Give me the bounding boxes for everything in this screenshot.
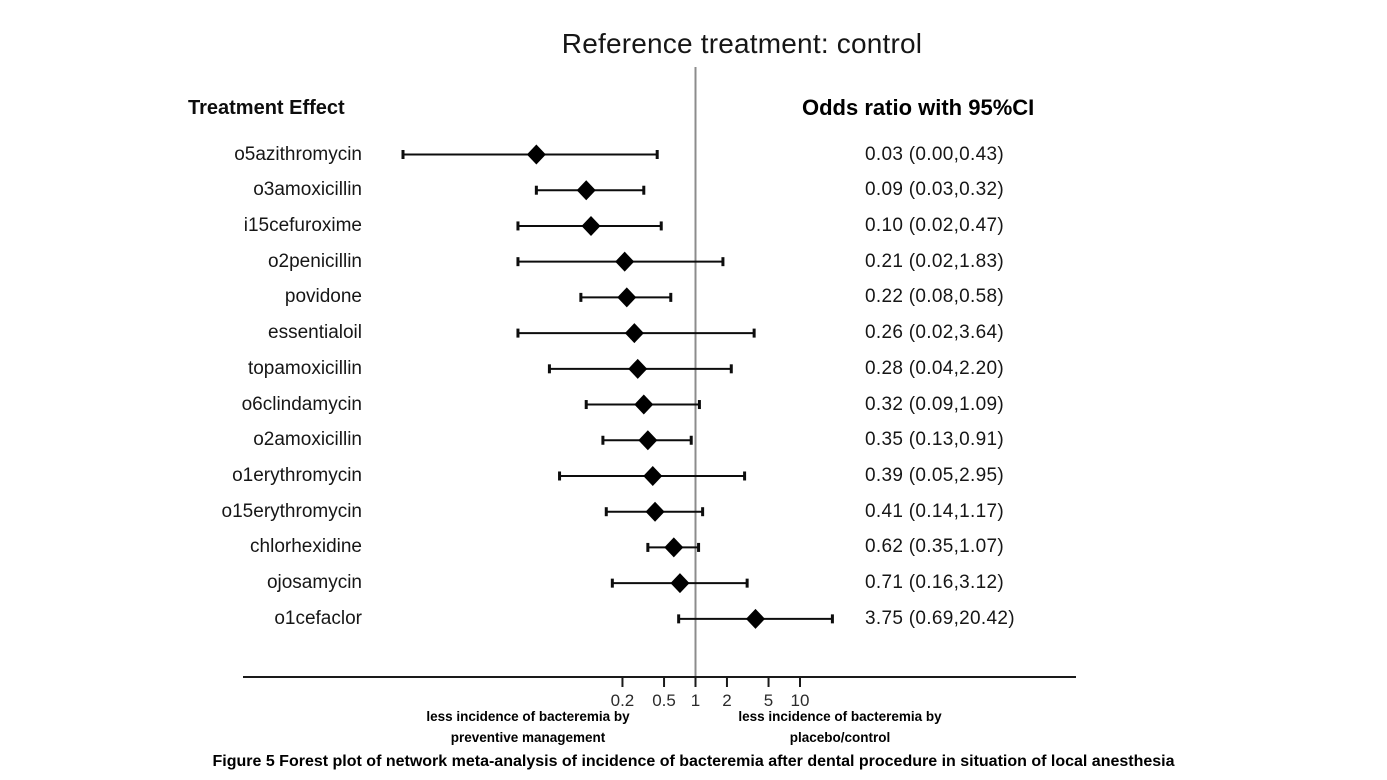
treatment-label: i15cefuroxime: [243, 214, 362, 236]
effect-diamond: [526, 144, 546, 165]
direction-note-right-line2: placebo/control: [789, 730, 891, 745]
ci-cap-low: [610, 578, 614, 588]
effect-diamond: [615, 251, 635, 272]
direction-note-left-line2: preventive management: [450, 730, 606, 745]
or-ci-value: 0.26 (0.02,3.64): [865, 322, 1004, 344]
or-ci-value: 0.22 (0.08,0.58): [865, 286, 1004, 308]
ci-cap-high: [729, 364, 733, 374]
ci-cap-low: [558, 471, 562, 481]
or-ci-value: 0.35 (0.13,0.91): [865, 429, 1004, 451]
x-tick-label: 0.2: [610, 691, 635, 710]
effect-diamond: [624, 323, 644, 344]
x-tick-label: 10: [790, 691, 810, 710]
or-ci-value: 0.32 (0.09,1.09): [865, 393, 1004, 415]
ci-cap-high: [745, 578, 749, 588]
ci-cap-low: [601, 435, 605, 445]
effect-diamond: [670, 573, 690, 594]
treatment-label: o2penicillin: [267, 250, 362, 272]
x-tick-label: 0.5: [652, 691, 676, 710]
ci-cap-high: [669, 292, 673, 302]
treatment-label: topamoxicillin: [247, 357, 362, 379]
figure-caption: Figure 5 Forest plot of network meta-ana…: [212, 753, 1175, 770]
direction-note-right-line1: less incidence of bacteremia by: [738, 709, 942, 724]
or-ci-value: 0.39 (0.05,2.95): [865, 464, 1004, 486]
or-ci-value: 0.41 (0.14,1.17): [865, 500, 1004, 522]
ci-cap-high: [642, 185, 646, 195]
ci-cap-low: [547, 364, 551, 374]
or-ci-value: 0.09 (0.03,0.32): [865, 179, 1004, 201]
direction-note-left: less incidence of bacteremia by preventi…: [426, 706, 629, 748]
ci-cap-low: [584, 400, 588, 410]
ci-cap-low: [677, 614, 681, 624]
ci-cap-low: [401, 150, 405, 159]
chart-title: Reference treatment: control: [561, 28, 923, 59]
treatment-label: essentialoil: [268, 322, 362, 344]
or-ci-value: 0.03 (0.00,0.43): [865, 143, 1004, 165]
ci-cap-high: [830, 614, 834, 624]
treatment-label: o3amoxicillin: [253, 179, 362, 201]
or-ci-value: 0.21 (0.02,1.83): [865, 250, 1004, 272]
or-ci-value: 0.71 (0.16,3.12): [865, 572, 1004, 594]
x-tick-label: 2: [722, 691, 732, 710]
effect-diamond: [628, 358, 648, 379]
ci-cap-low: [579, 292, 583, 302]
ci-cap-high: [721, 257, 725, 267]
ci-cap-high: [743, 471, 747, 481]
or-ci-value: 3.75 (0.69,20.42): [865, 607, 1015, 629]
ci-cap-high: [697, 542, 701, 552]
or-ci-value: 0.28 (0.04,2.20): [865, 357, 1004, 379]
treatment-label: chlorhexidine: [250, 536, 362, 558]
effect-diamond: [745, 608, 765, 629]
effect-diamond: [645, 501, 665, 522]
ci-cap-high: [697, 400, 701, 410]
direction-note-right: less incidence of bacteremia by placebo/…: [738, 706, 941, 748]
ci-cap-low: [516, 257, 520, 267]
or-ci-value: 0.62 (0.35,1.07): [865, 536, 1004, 558]
x-tick-label: 1: [690, 691, 701, 710]
ci-cap-low: [646, 542, 650, 552]
ci-cap-low: [516, 221, 520, 231]
effect-diamond: [643, 465, 663, 486]
ci-cap-high: [659, 221, 663, 231]
effect-diamond: [581, 215, 601, 236]
ci-cap-high: [655, 150, 659, 159]
or-ci-value: 0.10 (0.02,0.47): [865, 214, 1004, 236]
direction-note-left-line1: less incidence of bacteremia by: [426, 709, 630, 724]
ci-cap-high: [701, 507, 705, 517]
ci-cap-high: [689, 435, 693, 445]
column-header-treatment-effect: Treatment Effect: [188, 97, 345, 119]
treatment-label: povidone: [284, 286, 362, 308]
treatment-label: o6clindamycin: [241, 393, 362, 415]
treatment-label: o15erythromycin: [221, 500, 362, 522]
treatment-label: o1cefaclor: [274, 607, 362, 629]
ci-cap-low: [604, 507, 608, 517]
treatment-label: o1erythromycin: [232, 464, 362, 486]
treatment-label: o5azithromycin: [234, 143, 362, 165]
column-header-odds-ratio: Odds ratio with 95%CI: [802, 95, 1035, 120]
effect-diamond: [576, 180, 596, 201]
effect-diamond: [617, 287, 637, 308]
treatment-label: o2amoxicillin: [253, 429, 362, 451]
effect-diamond: [634, 394, 654, 415]
ci-cap-high: [752, 328, 756, 338]
ci-cap-low: [516, 328, 520, 338]
treatment-label: ojosamycin: [266, 572, 362, 594]
effect-diamond: [638, 430, 658, 451]
ci-cap-low: [534, 185, 538, 195]
effect-diamond: [664, 537, 684, 558]
x-tick-label: 5: [763, 691, 774, 710]
